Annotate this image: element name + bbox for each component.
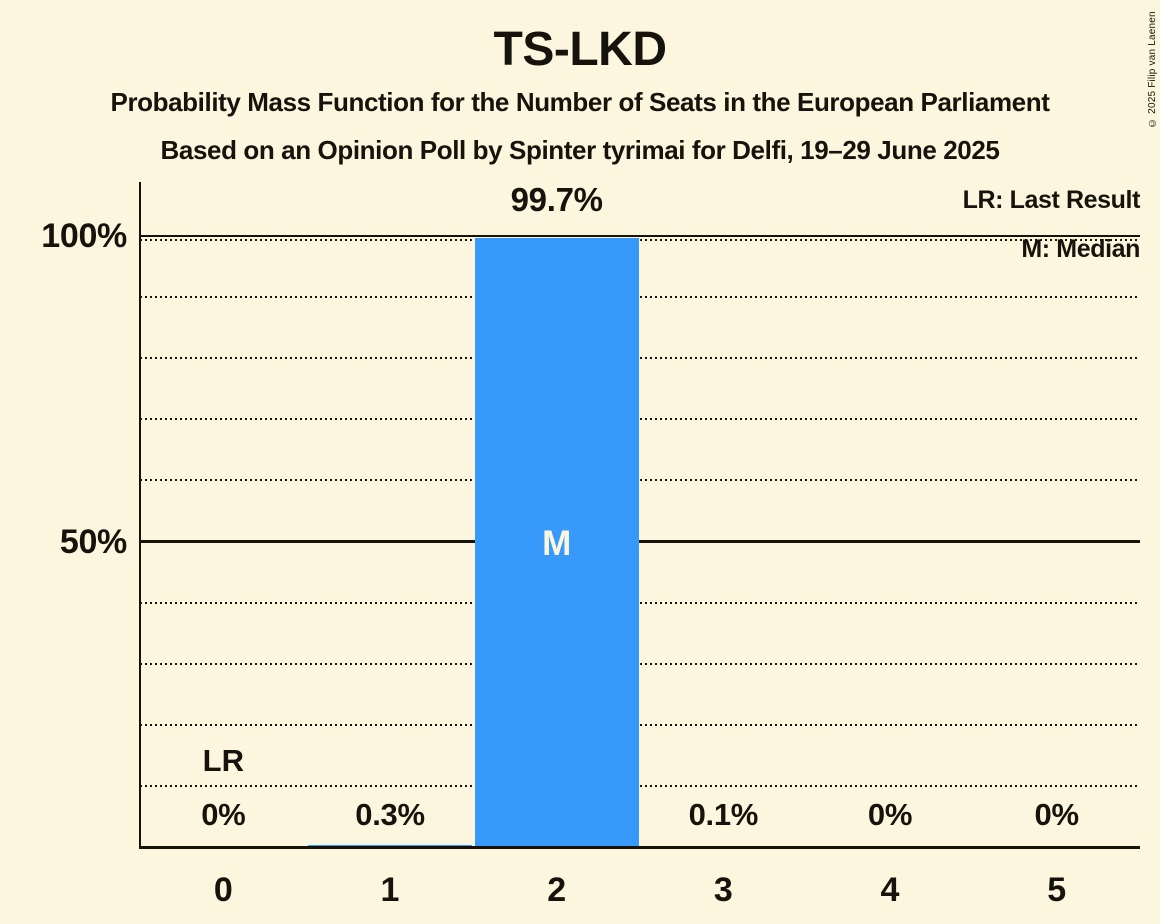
x-tick-label-0: 0	[213, 871, 233, 909]
median-level-line	[140, 239, 1140, 242]
x-tick-label-3: 3	[713, 871, 733, 909]
gridline-dotted-60	[140, 479, 1140, 482]
x-tick-label-1: 1	[380, 871, 400, 909]
gridline-dotted-40	[140, 601, 1140, 604]
x-axis	[138, 845, 1140, 849]
last-result-marker: LR	[202, 743, 244, 778]
x-tick-label-2: 2	[547, 871, 567, 909]
x-tick-label-4: 4	[880, 871, 900, 909]
value-label-0: 0%	[201, 797, 246, 832]
gridline-dotted-80	[140, 357, 1140, 360]
x-tick-label-5: 5	[1047, 871, 1067, 909]
value-label-5: 0%	[1034, 797, 1080, 832]
gridline-dotted-30	[140, 662, 1140, 665]
legend-last-result: LR: Last Result	[962, 186, 1141, 214]
value-label-4: 0%	[867, 797, 913, 832]
value-label-1: 0.3%	[355, 797, 425, 832]
gridline-dotted-20	[140, 723, 1140, 726]
bar-seat-2	[474, 237, 639, 847]
bar-value-label-2: 99.7%	[510, 180, 603, 218]
gridline-dotted-70	[140, 418, 1140, 421]
gridline-solid-100	[140, 234, 1140, 238]
median-marker: M	[542, 524, 572, 564]
y-axis	[138, 182, 141, 849]
gridline-dotted-10	[140, 784, 1140, 787]
y-tick-label-100: 100%	[41, 217, 127, 255]
gridline-dotted-90	[140, 296, 1140, 299]
chart-subtitle: Probability Mass Function for the Number…	[110, 87, 1050, 117]
gridline-solid-50	[140, 540, 1140, 543]
chart-title: TS-LKD	[493, 23, 667, 76]
y-tick-label-50: 50%	[59, 522, 127, 561]
chart-source-line: Based on an Opinion Poll by Spinter tyri…	[160, 135, 1000, 165]
value-label-3: 0.1%	[688, 797, 759, 832]
